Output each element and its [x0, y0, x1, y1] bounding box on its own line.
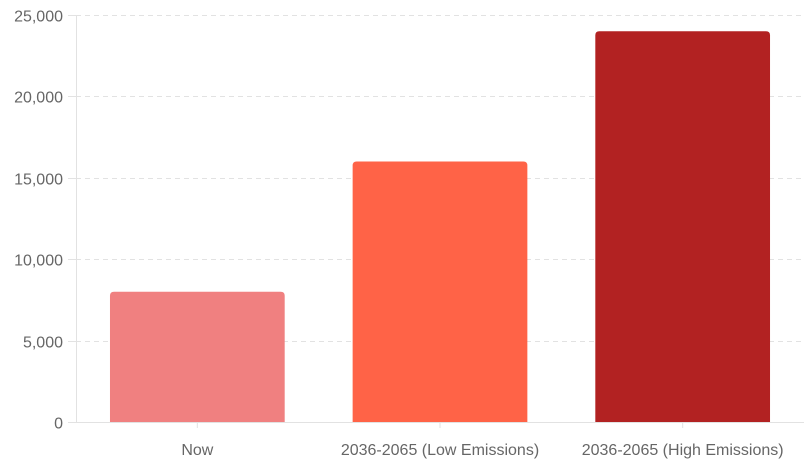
y-tick-label: 5,000 — [23, 335, 63, 352]
x-axis-labels: Now 2036-2065 (Low Emissions) 2036-2065 (H… — [181, 422, 784, 459]
bar-1 — [109, 291, 285, 422]
y-tick-label: 0 — [54, 416, 63, 433]
y-tick-label: 25,000 — [14, 9, 63, 26]
y-tick-label: 15,000 — [14, 172, 63, 189]
x-tick-label: 2036-2065 (High Emissions) — [582, 442, 784, 459]
bar-3 — [595, 31, 771, 423]
bars — [109, 31, 771, 423]
x-tick-label: 2036-2065 (Low Emissions) — [341, 442, 539, 459]
x-tick-label: Now — [181, 442, 213, 459]
bar-2 — [352, 161, 528, 422]
y-tick-label: 20,000 — [14, 90, 63, 107]
y-tick-label: 10,000 — [14, 253, 63, 270]
y-axis-ticks: 0 5,000 10,000 15,000 20,000 25,000 — [14, 9, 76, 433]
